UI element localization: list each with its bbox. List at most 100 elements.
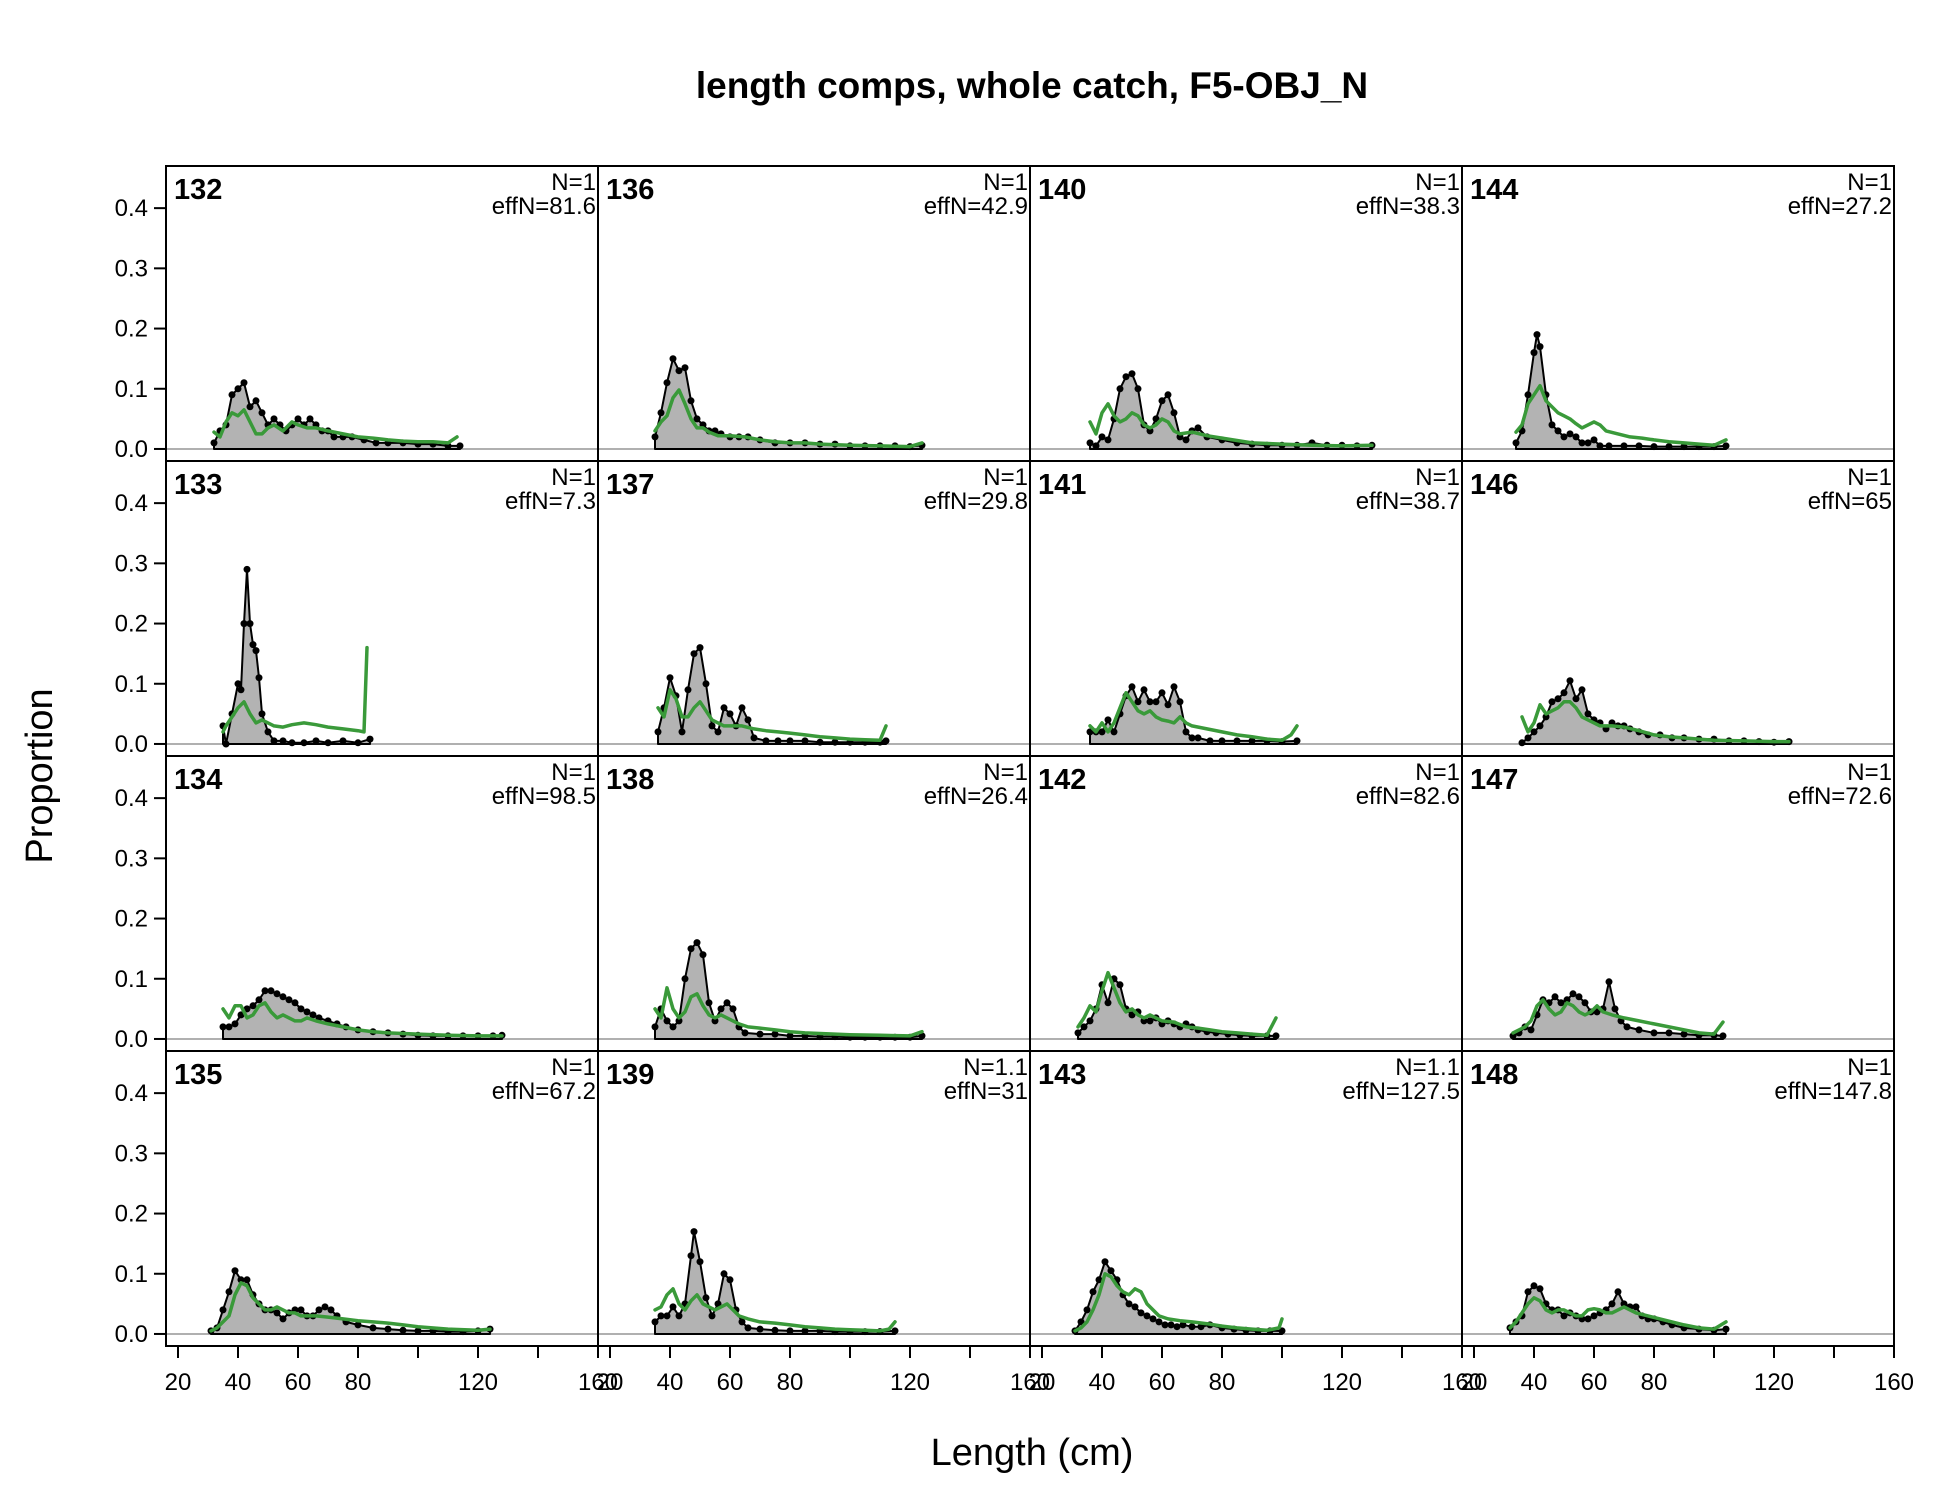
observed-point (681, 975, 689, 983)
panel-n: N=1.1 (1395, 1054, 1460, 1081)
panel-label: 135 (174, 1059, 222, 1091)
observed-point (1590, 436, 1598, 444)
observed-point (687, 1252, 695, 1260)
observed-point (267, 987, 275, 995)
observed-point (237, 1276, 245, 1284)
observed-point (1536, 343, 1544, 351)
observed-point (1116, 981, 1124, 989)
y-tick-label: 0.0 (115, 1026, 148, 1053)
observed-point (717, 1005, 725, 1013)
x-tick-label: 80 (345, 1369, 372, 1396)
y-tick-label: 0.3 (115, 255, 148, 282)
observed-point (1152, 415, 1160, 423)
observed-point (1074, 1029, 1082, 1037)
observed-point (738, 1318, 746, 1326)
observed-point (714, 728, 722, 736)
panel-n: N=1.1 (963, 1054, 1028, 1081)
observed-point (675, 1017, 683, 1025)
observed-point (330, 433, 338, 441)
observed-point (1182, 728, 1190, 736)
x-tick-label: 60 (285, 1369, 312, 1396)
observed-point (681, 364, 689, 372)
observed-point (891, 1327, 899, 1335)
observed-point (1179, 1321, 1187, 1329)
observed-point (1188, 1323, 1196, 1331)
observed-point (1581, 999, 1589, 1007)
expected-line (221, 1001, 504, 1038)
observed-point (1176, 698, 1184, 706)
panel-effn: effN=127.5 (1342, 1078, 1460, 1105)
observed-point (696, 1258, 704, 1266)
x-tick-label: 60 (717, 1369, 744, 1396)
panel-label: 132 (174, 174, 222, 206)
panel-n: N=1 (551, 759, 596, 786)
observed-point (663, 1017, 671, 1025)
y-tick-label: 0.1 (115, 376, 148, 403)
observed-point (1620, 442, 1628, 450)
y-tick-label: 0.4 (115, 785, 148, 812)
observed-point (1584, 439, 1592, 447)
observed-point (1083, 1306, 1091, 1314)
observed-area (654, 357, 923, 450)
observed-point (1665, 1029, 1673, 1037)
panel-label: 144 (1470, 174, 1518, 206)
observed-point (1572, 433, 1580, 441)
observed-point (1089, 1288, 1097, 1296)
observed-point (249, 1002, 257, 1010)
observed-point (1596, 442, 1604, 450)
observed-point (273, 1309, 281, 1317)
observed-point (219, 1023, 227, 1031)
y-tick-label: 0.1 (115, 966, 148, 993)
observed-point (666, 674, 674, 682)
x-tick-label: 120 (890, 1369, 930, 1396)
observed-point (1128, 683, 1136, 691)
panel-label: 143 (1038, 1059, 1086, 1091)
x-tick-label: 80 (1209, 1369, 1236, 1396)
observed-point (1509, 1032, 1517, 1040)
observed-point (1182, 436, 1190, 444)
panel-n: N=1 (1847, 1054, 1892, 1081)
observed-point (1206, 737, 1214, 745)
panel-effn: effN=38.3 (1356, 193, 1460, 220)
observed-point (456, 442, 464, 450)
observed-point (240, 379, 248, 387)
panel-label: 142 (1038, 764, 1086, 796)
panel-n: N=1 (551, 464, 596, 491)
x-tick-label: 40 (657, 1369, 684, 1396)
observed-point (297, 1005, 305, 1013)
observed-point (372, 439, 380, 447)
observed-point (1551, 993, 1559, 1001)
observed-point (687, 945, 695, 953)
observed-point (255, 674, 263, 682)
observed-point (303, 1008, 311, 1016)
expected-line (1514, 383, 1728, 448)
observed-point (687, 397, 695, 405)
observed-point (1149, 1315, 1157, 1323)
y-tick-label: 0.3 (115, 845, 148, 872)
observed-point (228, 391, 236, 399)
x-tick-label: 160 (1010, 1369, 1050, 1396)
observed-point (1575, 993, 1583, 1001)
panel-label: 139 (606, 1059, 654, 1091)
expected-line (653, 1287, 897, 1333)
panel-n: N=1 (1415, 759, 1460, 786)
observed-point (1533, 331, 1541, 339)
panel-n: N=1 (1415, 464, 1460, 491)
y-tick-label: 0.4 (115, 490, 148, 517)
panel-effn: effN=31 (944, 1078, 1028, 1105)
observed-area (213, 381, 461, 450)
observed-point (1173, 1323, 1181, 1331)
observed-point (663, 1312, 671, 1320)
observed-point (1146, 427, 1154, 435)
x-tick-label: 120 (1322, 1369, 1362, 1396)
observed-point (1104, 436, 1112, 444)
panel-effn: effN=26.4 (924, 783, 1028, 810)
observed-point (249, 641, 257, 649)
expected-line (1073, 1272, 1284, 1333)
expected-line (209, 1281, 492, 1333)
